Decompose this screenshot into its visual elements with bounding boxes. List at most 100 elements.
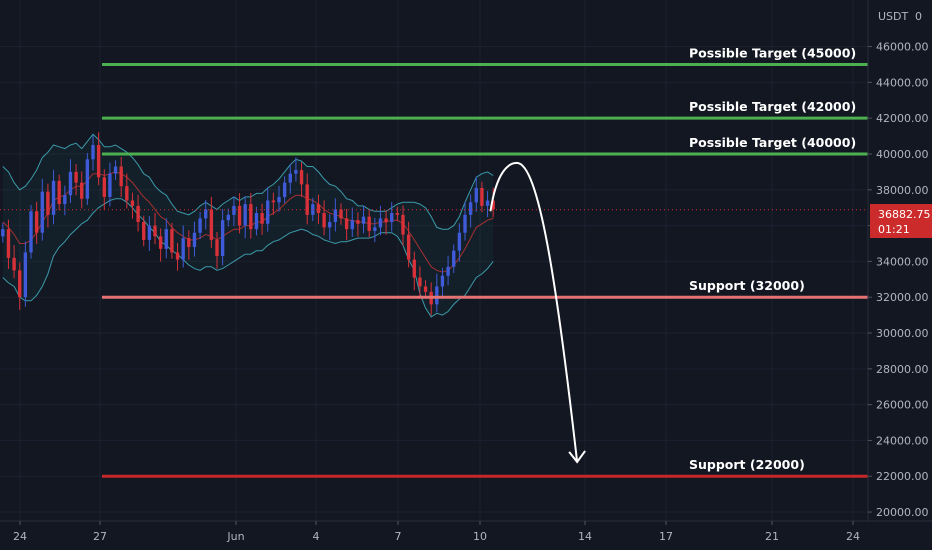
candle-body xyxy=(474,187,478,203)
candle-body xyxy=(198,218,202,233)
time-tick-label: 4 xyxy=(313,530,320,543)
candle-body xyxy=(322,213,326,228)
candle-body xyxy=(12,257,16,271)
candle-body xyxy=(305,184,309,215)
candle-body xyxy=(344,218,349,230)
forecast-curve xyxy=(489,161,579,463)
candle-body xyxy=(51,180,56,215)
candle-body xyxy=(181,238,185,260)
candle-body xyxy=(423,286,428,292)
price-tick-label: 26000.00 xyxy=(876,399,929,412)
time-axis[interactable]: 24 27 Jun 4 7 10 14 17 21 24 xyxy=(13,521,860,543)
candle-body xyxy=(254,213,259,230)
candle-body xyxy=(356,220,360,224)
candle-body xyxy=(63,195,67,205)
level-label: Possible Target (45000) xyxy=(689,45,856,60)
time-tick-label: 27 xyxy=(93,530,107,543)
time-tick-label: 21 xyxy=(765,530,779,543)
time-tick-label: 17 xyxy=(659,530,673,543)
last-price-badge: 36882.75 01:21 xyxy=(870,204,932,238)
candle-body xyxy=(412,259,416,278)
bollinger-upper xyxy=(2,133,494,230)
candle-body xyxy=(40,191,44,233)
price-tick-label: 24000.00 xyxy=(876,434,929,447)
candle-body xyxy=(485,200,490,206)
level-label: Support (22000) xyxy=(689,457,805,472)
candle-body xyxy=(1,229,5,237)
candle-body xyxy=(153,225,157,237)
candle-body xyxy=(277,196,281,203)
candle-body xyxy=(367,216,371,231)
price-axis[interactable]: 46000.00 44000.00 42000.00 40000.00 38000.00… xyxy=(868,41,929,519)
candle-body xyxy=(333,209,338,223)
candle-body xyxy=(446,266,450,276)
candle-body xyxy=(215,239,219,257)
forecast-arrowhead xyxy=(568,450,586,464)
candle-body xyxy=(316,204,321,214)
candlesticks xyxy=(0,132,868,316)
candle-body xyxy=(249,204,253,230)
candle-body xyxy=(401,214,405,235)
candle-body xyxy=(142,222,146,240)
price-tick-label: 44000.00 xyxy=(876,76,929,89)
time-tick-label: 10 xyxy=(473,530,487,543)
candle-body xyxy=(125,186,129,201)
candle-body xyxy=(328,222,332,228)
level-label: Possible Target (42000) xyxy=(689,99,856,114)
price-tick-label: 46000.00 xyxy=(876,41,929,54)
candle-body xyxy=(85,159,90,199)
candle-body xyxy=(452,250,456,267)
candle-body xyxy=(34,211,39,233)
candle-body xyxy=(406,234,411,260)
candle-body xyxy=(384,218,388,223)
candle-body xyxy=(232,205,236,215)
candle-body xyxy=(74,171,78,183)
price-tick-label: 38000.00 xyxy=(876,184,929,197)
time-tick-label: 7 xyxy=(395,530,402,543)
candle-body xyxy=(361,216,366,224)
price-tick-label: 40000.00 xyxy=(876,148,929,161)
candle-body xyxy=(299,170,304,185)
price-tick-label: 22000.00 xyxy=(876,470,929,483)
forecast-arrow xyxy=(489,161,586,464)
price-tick-label: 30000.00 xyxy=(876,327,929,340)
candle-body xyxy=(158,236,163,249)
candle-body xyxy=(491,200,495,210)
horizontal-levels: Possible Target (45000) Possible Target (… xyxy=(102,45,868,478)
candle-body xyxy=(175,252,180,260)
candle-body xyxy=(119,166,123,187)
candle-body xyxy=(91,145,95,160)
candle-body xyxy=(187,238,191,248)
candle-body xyxy=(373,227,377,231)
bollinger-bands xyxy=(2,133,494,318)
time-tick-label: 24 xyxy=(846,530,860,543)
candle-body xyxy=(260,213,264,224)
bollinger-middle xyxy=(2,171,494,273)
candle-body xyxy=(463,214,467,233)
candle-body xyxy=(395,213,400,215)
candle-body xyxy=(350,220,354,230)
candle-body xyxy=(390,213,394,223)
level-label: Possible Target (40000) xyxy=(689,135,856,150)
candle-body xyxy=(237,205,242,226)
price-tick-label: 32000.00 xyxy=(876,291,929,304)
last-price-value: 36882.75 xyxy=(878,208,931,221)
candle-body xyxy=(147,225,152,240)
candle-body xyxy=(136,205,140,223)
candle-body xyxy=(192,232,197,248)
price-axis-tail: 0 xyxy=(915,10,922,23)
time-tick-label: 24 xyxy=(13,530,27,543)
candle-body xyxy=(435,286,439,305)
candle-body xyxy=(282,182,287,197)
candle-body xyxy=(29,211,33,253)
bollinger-lower xyxy=(2,198,494,318)
candle-body xyxy=(18,270,22,298)
candle-body xyxy=(294,170,298,174)
countdown-timer: 01:21 xyxy=(878,223,910,236)
price-tick-label: 42000.00 xyxy=(876,112,929,125)
candle-body xyxy=(68,171,73,196)
candle-body xyxy=(80,182,84,199)
candle-body xyxy=(468,202,473,215)
